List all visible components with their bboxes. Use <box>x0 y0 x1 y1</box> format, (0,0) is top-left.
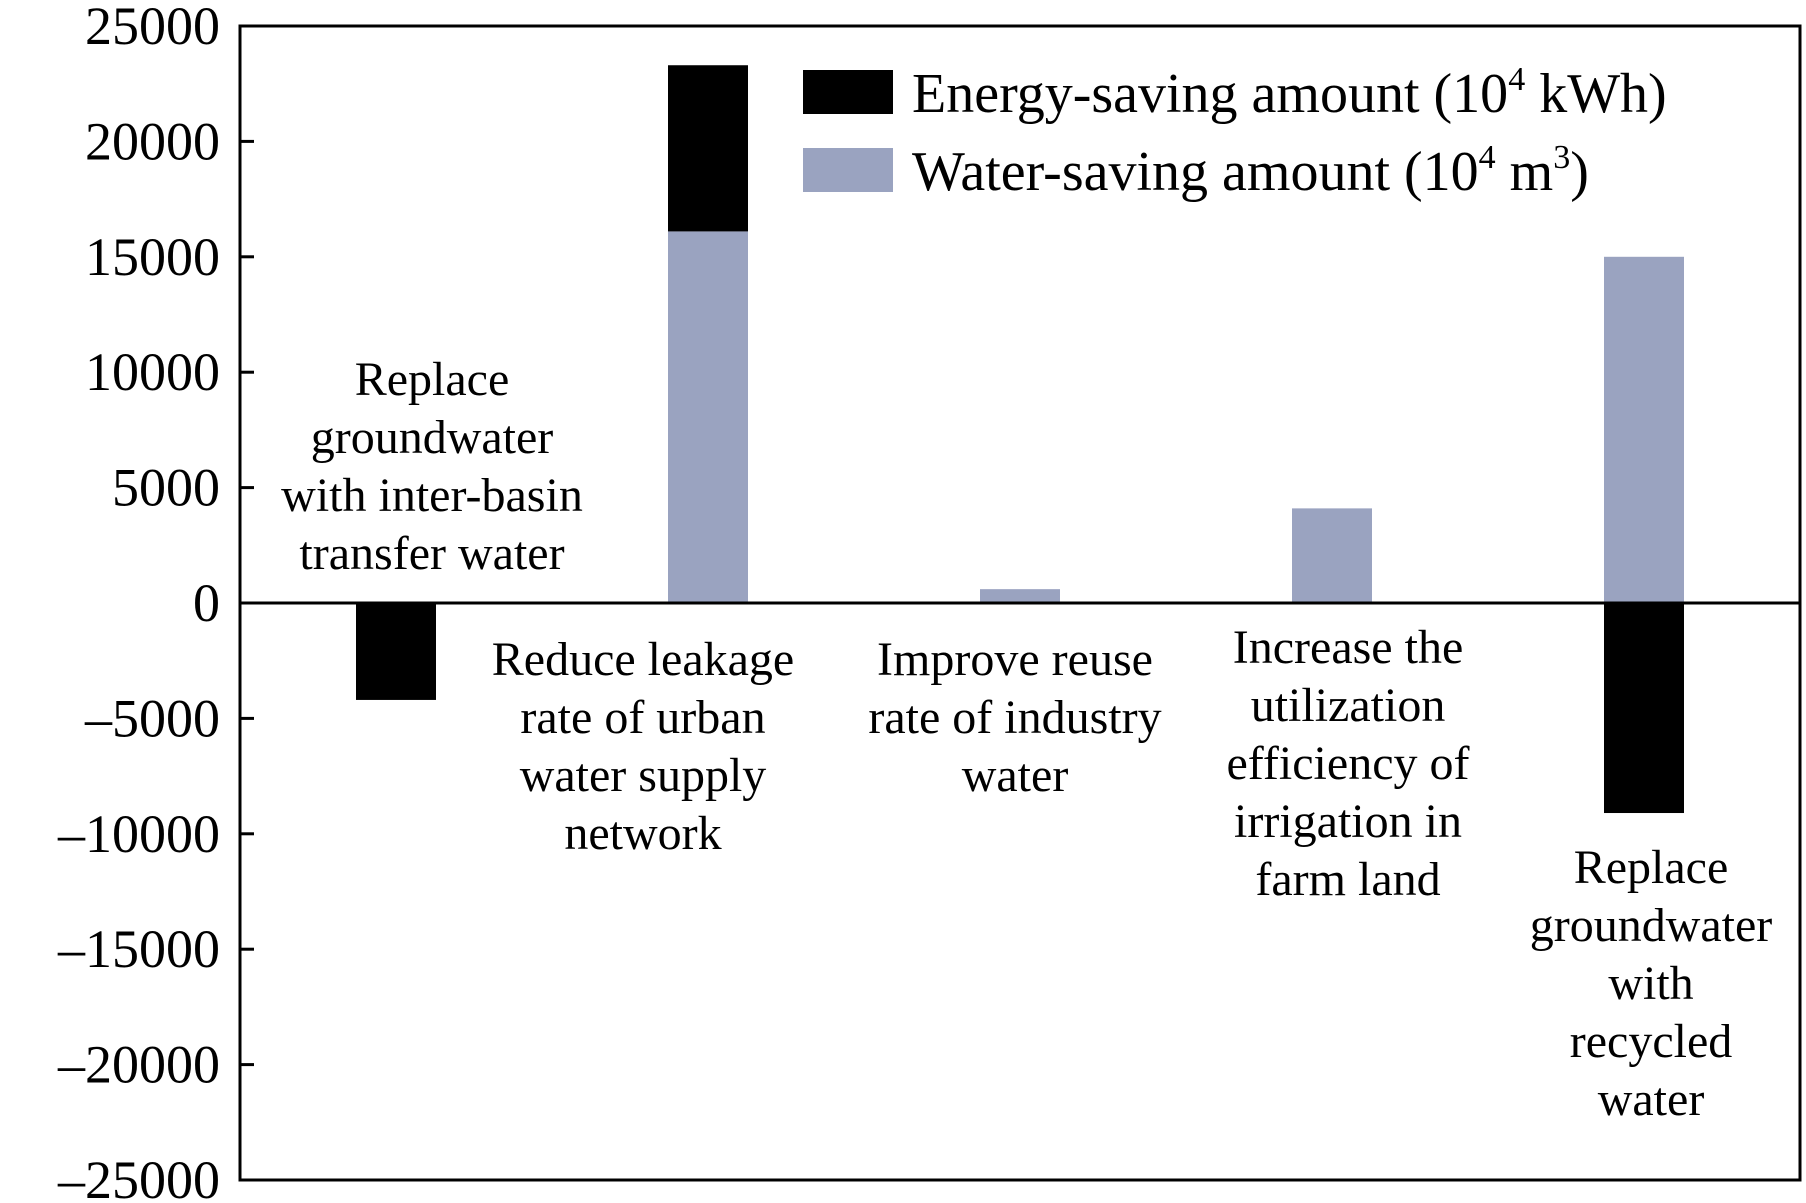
y-tick-label: –20000 <box>57 1035 220 1095</box>
legend-text-part: Water-saving amount (10 <box>912 141 1479 203</box>
category-label-line: with inter-basin <box>281 469 583 522</box>
y-tick-label: –5000 <box>84 688 220 748</box>
legend-text-part: m <box>1496 141 1554 203</box>
y-tick-label: 20000 <box>85 111 220 171</box>
category-label-line: transfer water <box>299 527 564 580</box>
bars <box>356 65 1684 814</box>
category-label-line: water supply <box>520 749 767 802</box>
legend-swatch-energy <box>803 70 893 114</box>
category-label-line: Improve reuse <box>877 633 1153 686</box>
category-label-line: with <box>1608 957 1693 1010</box>
y-tick-label: –15000 <box>57 919 220 979</box>
category-label-line: Replace <box>1574 841 1729 894</box>
bar-water <box>980 589 1060 603</box>
y-tick-label: 15000 <box>85 227 220 287</box>
bar-water <box>1292 508 1372 603</box>
bar-water <box>668 231 748 604</box>
legend-label-water: Water-saving amount (104 m3) <box>912 139 1589 203</box>
category-label-line: groundwater <box>311 411 554 464</box>
y-axis-ticks: 25000 20000 15000 10000 5000 0 –5000 –10000 –150… <box>57 0 254 1203</box>
category-label-line: water <box>962 749 1069 802</box>
y-tick-label: 25000 <box>85 0 220 56</box>
category-label-line: efficiency of <box>1227 737 1470 790</box>
legend-swatch-water <box>803 148 893 192</box>
legend-superscript: 4 <box>1479 139 1496 176</box>
bar-energy <box>356 603 436 700</box>
y-tick-label: –10000 <box>57 804 220 864</box>
category-label-line: utilization <box>1251 679 1446 732</box>
y-tick-label: 0 <box>193 573 220 633</box>
category-label-line: irrigation in <box>1234 795 1462 848</box>
y-tick-label: –25000 <box>57 1150 220 1203</box>
legend-text-part: kWh) <box>1525 63 1667 125</box>
bar-water <box>1604 256 1684 603</box>
category-label-line: rate of urban <box>520 691 765 744</box>
legend-text-part: ) <box>1570 141 1589 203</box>
category-label: Replace groundwater with recycled water <box>1530 841 1773 1126</box>
category-label-line: Reduce leakage <box>492 633 794 686</box>
legend-superscript: 3 <box>1553 139 1570 176</box>
legend-text-part: Energy-saving amount (10 <box>912 63 1508 125</box>
y-tick-label: 10000 <box>85 342 220 402</box>
bar-energy <box>1604 603 1684 814</box>
category-label: Increase the utilization efficiency of irri… <box>1227 621 1470 906</box>
category-label-line: groundwater <box>1530 899 1773 952</box>
category-label-line: Increase the <box>1233 621 1464 674</box>
category-label: Replace groundwater with inter-basin transf… <box>281 353 583 580</box>
category-label-line: recycled <box>1570 1015 1733 1068</box>
bar-energy <box>668 65 748 232</box>
category-label-line: water <box>1598 1073 1705 1126</box>
category-label-line: Replace <box>355 353 510 406</box>
legend-label-energy: Energy-saving amount (104 kWh) <box>912 61 1667 125</box>
y-tick-label: 5000 <box>112 458 220 518</box>
legend-superscript: 4 <box>1508 61 1525 98</box>
category-label-line: farm land <box>1255 853 1440 906</box>
category-labels: Replace groundwater with inter-basin transf… <box>281 353 1772 1126</box>
category-label: Improve reuse rate of industry water <box>868 633 1161 802</box>
legend: Energy-saving amount (104 kWh)Water-savi… <box>803 61 1667 203</box>
category-label-line: network <box>564 807 721 860</box>
category-label: Reduce leakage rate of urban water supply n… <box>492 633 794 860</box>
category-label-line: rate of industry <box>868 691 1161 744</box>
